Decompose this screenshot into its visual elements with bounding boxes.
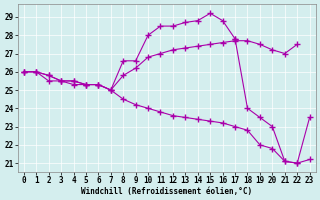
X-axis label: Windchill (Refroidissement éolien,°C): Windchill (Refroidissement éolien,°C) <box>81 187 252 196</box>
